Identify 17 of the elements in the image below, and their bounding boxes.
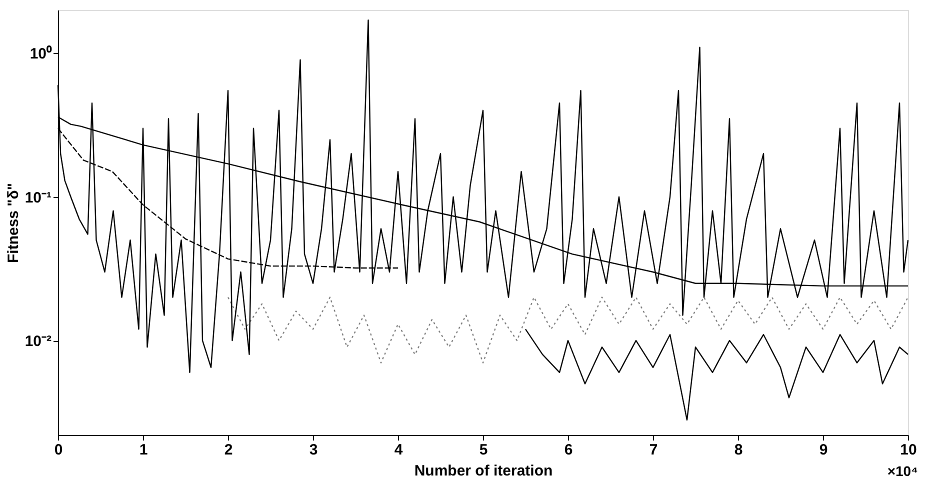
x-tick-label: 5 (479, 442, 488, 458)
x-tick-label: 1 (139, 442, 148, 458)
y-tick-label: 10⁻² (24, 333, 52, 350)
y-tick-label: 10⁰ (30, 44, 52, 63)
x-tick-label: 2 (224, 442, 233, 458)
x-axis-title: Number of iteration (414, 462, 553, 480)
x-tick-label: 7 (649, 442, 658, 458)
x-tick-label: 4 (394, 442, 404, 458)
x-tick-label: 3 (309, 442, 318, 458)
x-tick-label: 0 (54, 442, 63, 458)
x-tick-label: 9 (819, 442, 828, 458)
x-tick-label: 6 (564, 442, 573, 458)
y-tick-label: 10⁻¹ (24, 189, 52, 206)
x-tick-label: 10 (900, 442, 917, 458)
x-tick-label: 8 (734, 442, 743, 458)
text: ×10⁴ (887, 463, 918, 479)
y-axis-title: Fitness "δ" (4, 182, 22, 264)
